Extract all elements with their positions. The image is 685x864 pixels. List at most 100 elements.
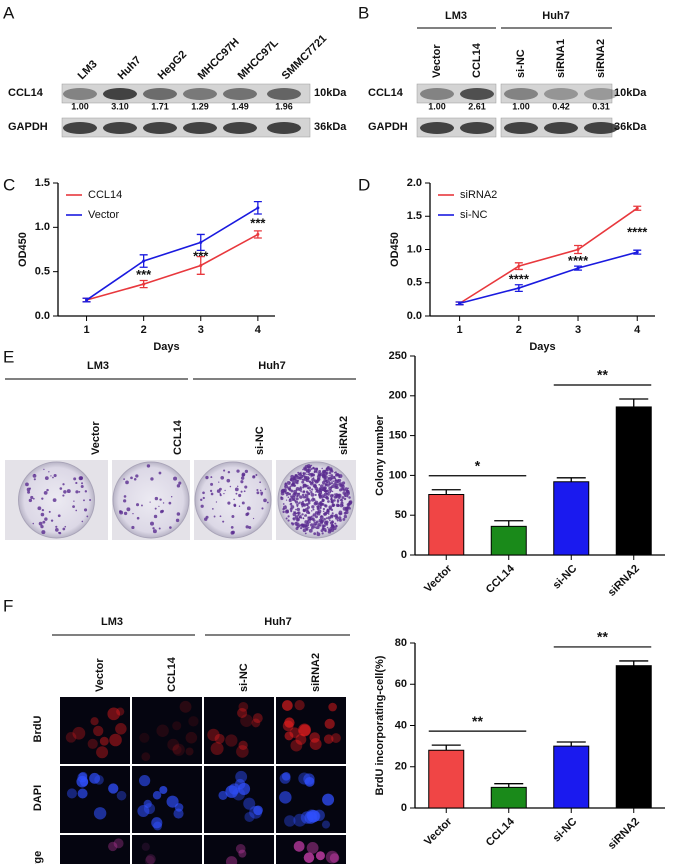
error-bar bbox=[619, 398, 649, 407]
point bbox=[517, 264, 521, 268]
colony bbox=[313, 501, 318, 506]
ratio: 0.42 bbox=[552, 101, 570, 111]
nucleus bbox=[94, 775, 104, 785]
colony bbox=[334, 513, 338, 517]
nucleus bbox=[139, 775, 151, 787]
colony bbox=[319, 501, 323, 504]
colony bbox=[340, 512, 343, 515]
colony bbox=[293, 489, 298, 494]
colony bbox=[344, 495, 347, 498]
lane-label: siRNA2 bbox=[595, 39, 607, 78]
colony bbox=[309, 489, 311, 492]
nucleus bbox=[322, 793, 335, 806]
error-bar bbox=[556, 477, 586, 482]
colony bbox=[331, 490, 334, 493]
colony bbox=[50, 475, 52, 477]
point bbox=[85, 298, 89, 302]
colony bbox=[43, 468, 45, 471]
nucleus bbox=[249, 805, 263, 819]
colony bbox=[302, 468, 304, 471]
series-line bbox=[86, 207, 259, 301]
y-tick-label: 0.5 bbox=[35, 266, 50, 278]
nucleus bbox=[306, 841, 319, 854]
colony bbox=[123, 499, 127, 503]
row-label: Merge bbox=[32, 851, 44, 864]
colony bbox=[230, 526, 234, 529]
colony bbox=[296, 507, 301, 512]
nucleus bbox=[207, 728, 220, 742]
nucleus bbox=[324, 718, 335, 729]
colony bbox=[328, 471, 332, 475]
point bbox=[142, 282, 146, 286]
bar bbox=[490, 525, 527, 556]
x-tick-label: CCL14 bbox=[484, 562, 518, 596]
colony bbox=[243, 490, 246, 493]
colony bbox=[303, 483, 307, 488]
colony bbox=[146, 464, 151, 468]
nucleus bbox=[303, 852, 315, 863]
colony bbox=[307, 516, 309, 518]
nucleus bbox=[139, 732, 150, 743]
x-tick-label: 4 bbox=[634, 324, 641, 336]
x-tick-label: Vector bbox=[422, 815, 455, 848]
ratio: 1.49 bbox=[231, 101, 249, 111]
nucleus bbox=[116, 707, 125, 716]
nucleus bbox=[323, 734, 334, 744]
micrograph bbox=[60, 697, 130, 764]
colony bbox=[241, 501, 245, 505]
colony bbox=[322, 483, 324, 485]
nucleus bbox=[244, 811, 255, 823]
colony bbox=[285, 517, 288, 520]
colony bbox=[222, 520, 225, 523]
bar bbox=[428, 494, 465, 556]
colony bbox=[285, 505, 287, 507]
ratio: 0.31 bbox=[592, 101, 610, 111]
colony bbox=[340, 499, 344, 502]
colony bbox=[334, 493, 339, 497]
colony bbox=[313, 532, 317, 536]
blot-band bbox=[420, 88, 454, 100]
blot-band bbox=[584, 122, 618, 134]
blot-band bbox=[544, 88, 578, 100]
nucleus bbox=[279, 791, 292, 804]
colony bbox=[289, 487, 291, 490]
colony bbox=[32, 497, 35, 500]
nucleus bbox=[166, 795, 179, 808]
lane-label: CCL14 bbox=[471, 42, 483, 78]
colony bbox=[309, 521, 312, 523]
colony bbox=[64, 525, 67, 528]
row-label: GAPDH bbox=[368, 121, 408, 133]
nucleus bbox=[159, 785, 168, 795]
colony bbox=[315, 471, 318, 474]
colony bbox=[321, 502, 324, 505]
blot-band bbox=[267, 122, 301, 134]
colony bbox=[315, 515, 318, 519]
colony bbox=[282, 507, 285, 511]
colony bbox=[321, 499, 325, 503]
colony bbox=[248, 525, 252, 530]
nucleus bbox=[185, 731, 198, 744]
colony bbox=[303, 490, 306, 493]
blot-band bbox=[103, 88, 137, 100]
colony bbox=[328, 513, 330, 515]
colony bbox=[234, 487, 239, 492]
point bbox=[635, 250, 639, 254]
colony bbox=[316, 531, 319, 534]
nucleus bbox=[328, 702, 337, 712]
nucleus bbox=[325, 850, 339, 864]
colony bbox=[304, 499, 308, 502]
lane-label: si-NC bbox=[238, 663, 250, 692]
colony bbox=[292, 517, 296, 521]
colony bbox=[209, 489, 213, 493]
colony bbox=[342, 491, 347, 495]
colony bbox=[325, 520, 329, 524]
colony bbox=[330, 498, 333, 501]
series-line bbox=[459, 251, 638, 305]
nucleus bbox=[284, 815, 296, 827]
colony bbox=[307, 465, 312, 469]
colony bbox=[290, 510, 293, 513]
colony bbox=[342, 517, 346, 521]
colony bbox=[55, 528, 59, 532]
nucleus bbox=[172, 721, 182, 731]
colony bbox=[245, 525, 249, 529]
